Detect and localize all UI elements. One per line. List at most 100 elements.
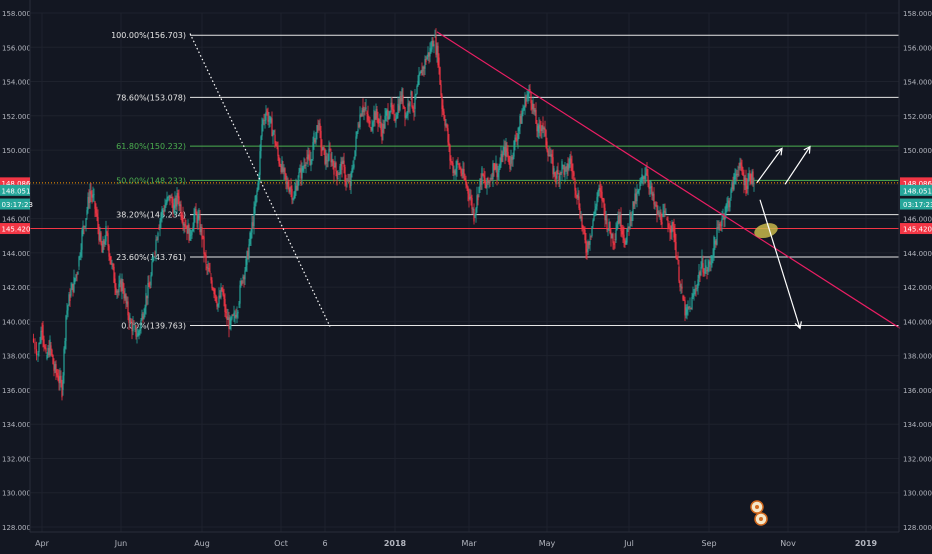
candle-body [375,109,377,120]
candle-body [687,306,689,310]
candle-body [532,103,534,110]
candle-body [223,294,225,299]
candle-body [559,172,561,181]
candle-body [237,311,239,314]
candle-body [337,178,339,179]
candle-body [51,349,53,356]
candle-body [702,263,704,273]
candle-body [486,177,488,188]
candle-body [425,59,427,63]
candle-body [461,173,463,176]
candle-body [268,120,270,122]
candle-body [206,266,208,269]
candle-body [193,214,195,227]
candle-body [149,286,151,289]
candle-body [247,251,249,259]
arrow-head[interactable] [794,321,802,330]
arrow-head[interactable] [803,145,811,154]
arrow-line[interactable] [784,146,811,185]
candle-body [112,263,114,267]
candle-body [357,129,359,132]
candle-body [719,223,721,226]
candle-body [73,276,75,292]
candle-body [629,212,631,229]
candle-body [648,182,650,189]
candle-body [735,173,737,177]
candle-body [368,120,370,122]
candle-body [497,172,499,178]
arrow-line[interactable] [759,199,801,329]
candle-body [573,172,575,177]
event-icon[interactable] [754,512,768,526]
candle-body [339,166,341,175]
horizontal-lines[interactable] [30,182,899,230]
candle-body [385,111,387,116]
candle-body [145,293,147,308]
candle-body [713,236,715,257]
candle-body [346,180,348,181]
candle-body [330,153,332,163]
candle-body [233,312,235,316]
candle-body [491,178,493,180]
fib-retracement[interactable]: 100.00%(156.703) 78.60%(153.078) 61.80%(15… [111,31,899,330]
candle-body [660,212,662,223]
candle-body [366,112,368,114]
arrow-line[interactable] [756,147,783,183]
candle-body [328,148,330,161]
candle-body [292,198,294,200]
price-badge [900,177,932,189]
candle-body [304,164,306,166]
y-tick-label-left: 138.000 [2,353,31,361]
candle-body [286,181,288,185]
y-tick-label-left: 142.000 [2,284,31,292]
candle-body [498,168,500,173]
candle-body [88,196,90,204]
candle-body [186,225,188,234]
candle-body [748,173,750,180]
y-tick-label-right: 158.000 [903,10,932,18]
candle-body [305,164,307,166]
highlight-ellipse[interactable] [753,221,780,241]
candle-body [426,57,428,60]
candle-body [189,228,191,241]
arrow-head[interactable] [775,147,783,156]
candle-body [453,170,455,173]
candle-body [452,162,454,173]
candle-body [350,172,352,187]
candle-body [332,159,334,166]
candle-body [362,105,364,113]
candle-body [287,181,289,188]
fib-level-label: 50.00%(148.233) [116,176,186,185]
candle-body [227,317,229,320]
fib-level-label: 0.00%(139.763) [121,321,186,330]
candle-body [39,342,41,344]
candle-body [369,120,371,124]
candle-body [313,132,315,143]
candle-body [703,272,705,274]
event-icons[interactable] [750,500,768,526]
candle-body [232,314,234,316]
candle-body [636,192,638,202]
drawings[interactable] [189,31,901,330]
candle-body [161,209,163,217]
candle-body [37,353,39,356]
candle-body [698,272,700,279]
candle-body [131,321,133,332]
candle-body [699,272,701,276]
candle-body [711,257,713,264]
candle-body [323,147,325,149]
event-icon[interactable] [750,500,764,514]
trendline[interactable] [436,31,901,329]
candle-body [325,156,327,164]
candle-body [264,120,266,122]
candle-body [549,154,551,157]
candle-body [163,210,165,212]
candle-body [77,272,79,275]
candle-body [333,165,335,175]
candle-body [593,211,595,221]
candle-body [729,201,731,208]
y-tick-label-left: 132.000 [2,455,31,463]
